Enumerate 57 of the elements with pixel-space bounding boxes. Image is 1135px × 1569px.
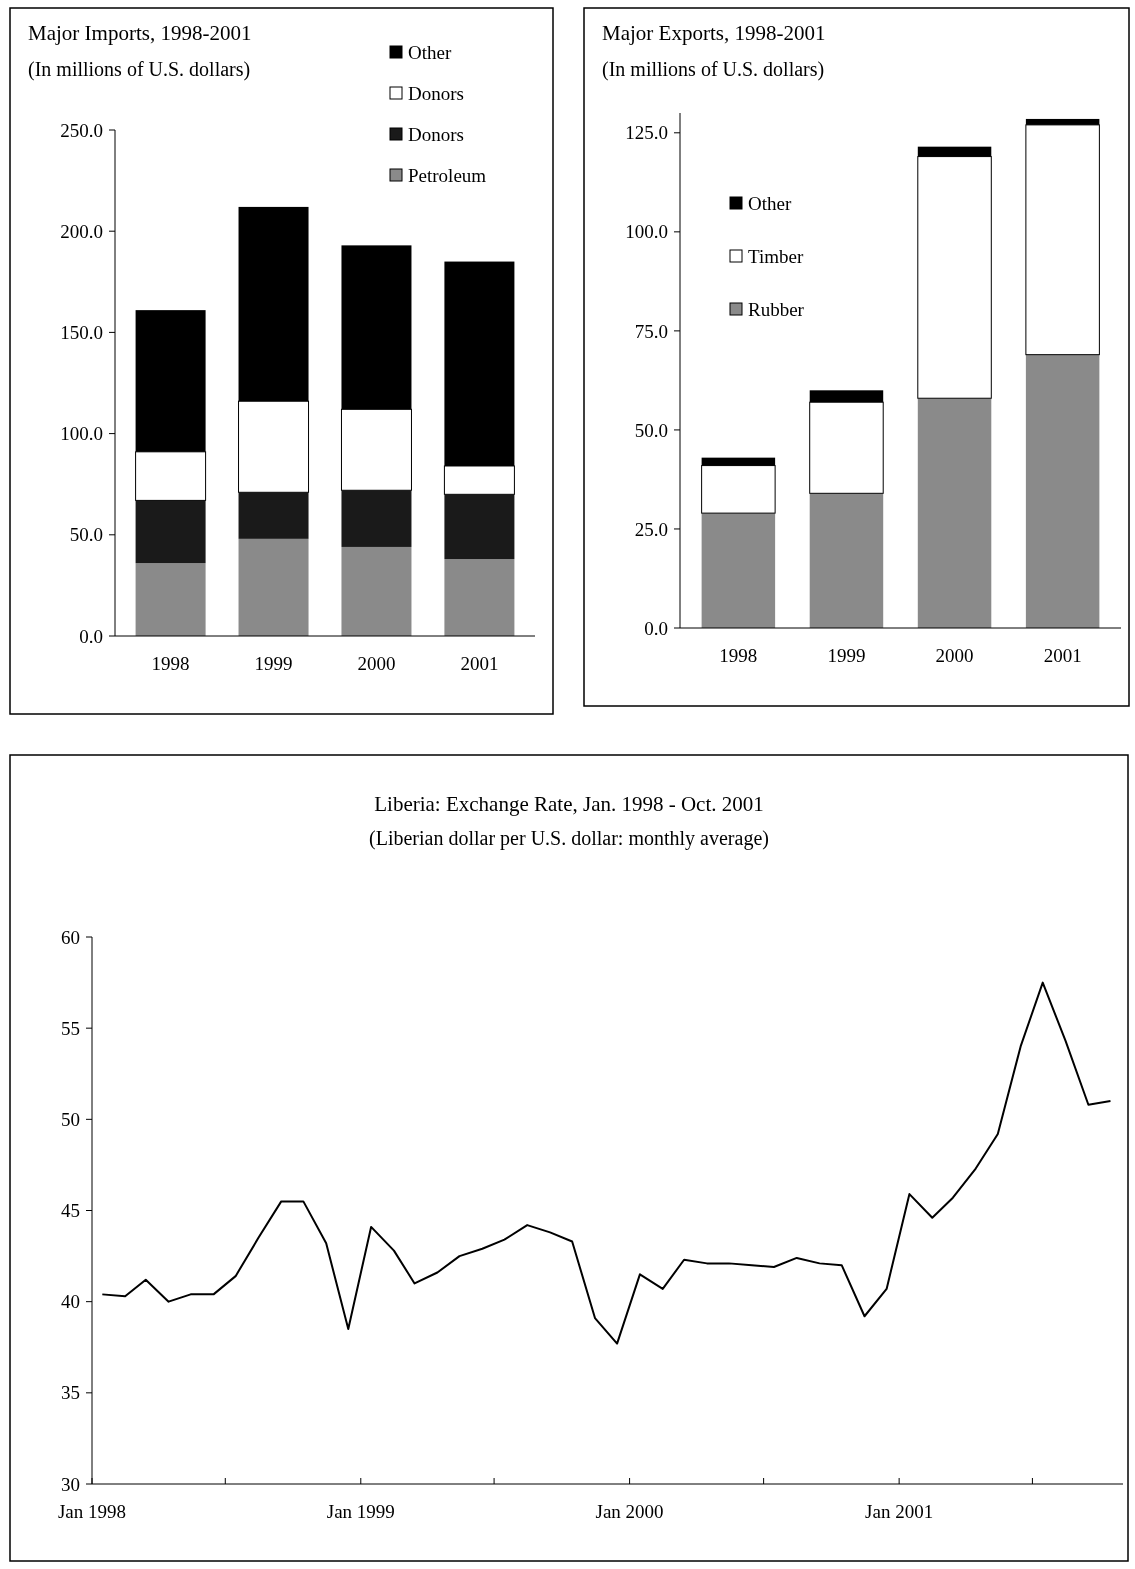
bar	[135, 500, 206, 564]
x-tick-label: Jan 1998	[57, 1501, 127, 1522]
y-tick-label: 35	[61, 1382, 80, 1404]
x-tick-label: Jan 2001	[865, 1501, 934, 1522]
y-tick-label: 125.0	[625, 122, 668, 144]
bar	[701, 513, 776, 628]
y-tick-label: 55	[61, 1017, 80, 1039]
chart-title: Major Imports, 1998-2001	[28, 21, 252, 45]
x-tick-label: 1998	[719, 645, 758, 666]
chart-subtitle: (Liberian dollar per U.S. dollar: monthly average)	[369, 827, 769, 850]
bar	[238, 492, 309, 539]
legend-label: Donors	[408, 82, 464, 104]
chart-title: Liberia: Exchange Rate, Jan. 1998 - Oct. 2001	[374, 792, 764, 816]
y-tick-label: 60	[61, 926, 80, 948]
x-tick-label: 1999	[827, 645, 866, 666]
y-tick-label: 75.0	[634, 320, 668, 342]
y-tick-label: 30	[61, 1473, 80, 1495]
x-tick-label: 1998	[151, 653, 190, 674]
bar	[238, 538, 309, 636]
legend-label: Timber	[748, 245, 804, 267]
y-tick-label: 250.0	[60, 119, 103, 141]
legend-label: Rubber	[748, 298, 805, 320]
x-tick-label: Jan 1999	[326, 1501, 395, 1522]
chart-subtitle: (In millions of U.S. dollars)	[602, 58, 825, 81]
legend-label: Other	[748, 192, 792, 214]
bar	[341, 546, 412, 636]
bar	[809, 493, 884, 628]
y-tick-label: 45	[61, 1200, 80, 1222]
bar	[1025, 354, 1100, 628]
bar	[444, 494, 515, 560]
y-tick-label: 40	[61, 1291, 80, 1313]
x-tick-label: 2001	[460, 653, 499, 674]
legend-label: Petroleum	[408, 164, 487, 186]
bar	[341, 490, 412, 547]
legend-label: Other	[408, 41, 452, 63]
x-tick-label: 2001	[1043, 645, 1082, 666]
y-tick-label: 100.0	[60, 423, 103, 445]
y-tick-label: 200.0	[60, 220, 103, 242]
bar	[917, 398, 992, 628]
y-tick-label: 50	[61, 1108, 80, 1130]
y-tick-label: 25.0	[634, 518, 668, 540]
x-tick-label: 1999	[254, 653, 293, 674]
legend-label: Donors	[408, 123, 464, 145]
y-tick-label: 50.0	[634, 419, 668, 441]
y-tick-label: 150.0	[60, 322, 103, 344]
y-tick-label: 50.0	[69, 524, 103, 546]
y-tick-label: 100.0	[625, 221, 668, 243]
x-tick-label: 2000	[935, 645, 974, 666]
x-tick-label: Jan 2000	[595, 1501, 664, 1522]
y-tick-label: 0.0	[79, 625, 103, 647]
bar	[135, 563, 206, 636]
chart-title: Major Exports, 1998-2001	[602, 21, 826, 45]
bar	[444, 559, 515, 636]
line-series	[101, 981, 1112, 1345]
y-tick-label: 0.0	[644, 617, 668, 639]
x-tick-label: 2000	[357, 653, 396, 674]
chart-subtitle: (In millions of U.S. dollars)	[28, 58, 251, 81]
